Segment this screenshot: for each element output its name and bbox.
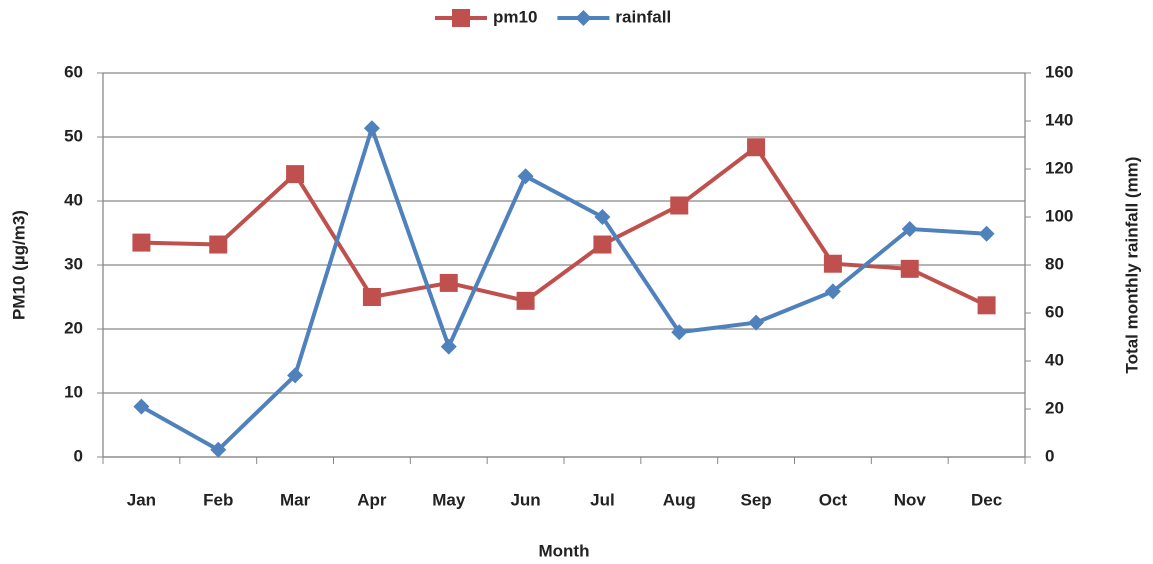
legend-label: rainfall bbox=[615, 7, 671, 26]
data-point bbox=[363, 120, 380, 137]
legend-marker bbox=[452, 9, 470, 27]
y2-tick-label: 60 bbox=[1045, 302, 1064, 321]
data-point bbox=[287, 367, 304, 384]
x-tick-label: Nov bbox=[894, 490, 927, 509]
x-axis-label: Month bbox=[539, 541, 590, 560]
y-tick-label: 30 bbox=[64, 254, 83, 273]
y2-tick-label: 20 bbox=[1045, 398, 1064, 417]
data-point bbox=[900, 259, 919, 278]
y-axis-label: PM10 (µg/m3) bbox=[9, 210, 28, 320]
y2-tick-label: 160 bbox=[1045, 62, 1073, 81]
x-tick-label: May bbox=[432, 490, 466, 509]
x-tick-label: Jul bbox=[590, 490, 615, 509]
y-tick-label: 0 bbox=[74, 446, 83, 465]
data-point bbox=[132, 233, 151, 252]
data-point bbox=[517, 168, 534, 185]
y2-tick-label: 80 bbox=[1045, 254, 1064, 273]
x-tick-label: Feb bbox=[203, 490, 233, 509]
data-point bbox=[747, 138, 766, 157]
series-line bbox=[140, 121, 987, 453]
y2-tick-label: 0 bbox=[1045, 446, 1054, 465]
y-tick-label: 50 bbox=[64, 126, 83, 145]
x-tick-label: Oct bbox=[819, 490, 848, 509]
data-point bbox=[670, 196, 689, 215]
y-tick-label: 40 bbox=[64, 190, 83, 209]
x-tick-label: Dec bbox=[971, 490, 1002, 509]
x-tick-label: Apr bbox=[357, 490, 387, 509]
y2-tick-label: 40 bbox=[1045, 350, 1064, 369]
series-line bbox=[141, 144, 988, 308]
y-tick-label: 60 bbox=[64, 62, 83, 81]
data-point bbox=[594, 209, 611, 225]
data-point bbox=[362, 288, 381, 306]
y2-tick-label: 120 bbox=[1045, 158, 1073, 177]
data-point bbox=[671, 324, 688, 341]
data-point bbox=[823, 254, 842, 273]
data-point bbox=[748, 314, 765, 331]
data-point bbox=[440, 338, 457, 355]
data-point bbox=[901, 221, 918, 237]
data-point bbox=[593, 235, 612, 254]
data-point bbox=[286, 165, 305, 184]
y2-axis-label: Total monthly rainfall (mm) bbox=[1122, 157, 1141, 374]
x-tick-label: Mar bbox=[280, 490, 311, 509]
y-tick-label: 20 bbox=[64, 318, 83, 337]
data-point bbox=[133, 398, 150, 415]
x-tick-label: Sep bbox=[740, 490, 771, 509]
data-point bbox=[824, 283, 841, 300]
y2-tick-label: 100 bbox=[1045, 206, 1073, 225]
data-point bbox=[439, 273, 458, 292]
legend-label: pm10 bbox=[493, 7, 537, 26]
data-point bbox=[210, 441, 227, 458]
data-point bbox=[978, 225, 995, 242]
y2-tick-label: 140 bbox=[1045, 110, 1073, 129]
x-tick-label: Jun bbox=[510, 490, 540, 509]
x-tick-label: Aug bbox=[663, 490, 696, 509]
legend-marker bbox=[575, 10, 592, 26]
y-tick-label: 10 bbox=[64, 382, 83, 401]
data-point bbox=[209, 235, 228, 254]
x-tick-label: Jan bbox=[127, 490, 156, 509]
data-point bbox=[977, 296, 996, 315]
data-point bbox=[516, 291, 535, 310]
